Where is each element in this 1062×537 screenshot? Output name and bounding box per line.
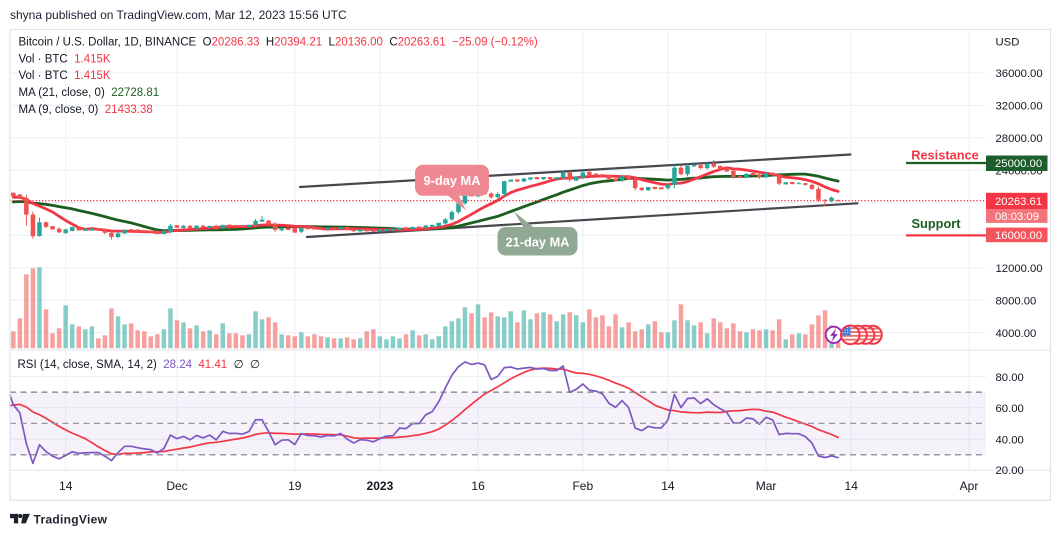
svg-text:20.00: 20.00: [996, 465, 1024, 477]
svg-text:60.00: 60.00: [996, 403, 1024, 415]
svg-text:80.00: 80.00: [996, 372, 1024, 384]
svg-text:9-day MA: 9-day MA: [424, 173, 481, 188]
svg-text:Resistance: Resistance: [911, 147, 979, 162]
svg-text:TradingView: TradingView: [34, 513, 108, 527]
svg-text:Vol · BTC 1.415K: Vol · BTC 1.415K: [19, 54, 111, 66]
svg-text:08:03:09: 08:03:09: [995, 211, 1039, 223]
svg-text:2023: 2023: [367, 479, 394, 493]
svg-text:Dec: Dec: [166, 479, 187, 493]
svg-text:12000.00: 12000.00: [996, 263, 1043, 275]
svg-text:Bitcoin / U.S. Dollar, 1D, BIN: Bitcoin / U.S. Dollar, 1D, BINANCE O2028…: [19, 37, 538, 49]
svg-text:8000.00: 8000.00: [996, 295, 1037, 307]
svg-text:16: 16: [471, 479, 485, 493]
svg-text:Vol · BTC 1.415K: Vol · BTC 1.415K: [19, 70, 111, 82]
svg-text:16000.00: 16000.00: [995, 230, 1042, 242]
svg-text:RSI (14, close, SMA, 14, 2) 2: RSI (14, close, SMA, 14, 2) 28.24 41.41 …: [18, 359, 261, 371]
svg-text:28000.00: 28000.00: [996, 133, 1043, 145]
svg-text:Apr: Apr: [960, 479, 979, 493]
svg-text:Mar: Mar: [756, 479, 777, 493]
svg-text:25000.00: 25000.00: [995, 158, 1042, 170]
svg-text:14: 14: [661, 479, 675, 493]
svg-text:USD: USD: [996, 36, 1020, 48]
svg-text:36000.00: 36000.00: [996, 68, 1043, 80]
svg-text:4000.00: 4000.00: [996, 328, 1037, 340]
svg-text:shyna published on TradingView: shyna published on TradingView.com, Mar …: [10, 8, 347, 22]
svg-text:MA (9, close, 0) 21433.38: MA (9, close, 0) 21433.38: [19, 104, 153, 116]
svg-text:20263.61: 20263.61: [995, 196, 1042, 208]
svg-text:40.00: 40.00: [996, 434, 1024, 446]
svg-text:Support: Support: [911, 216, 961, 231]
svg-text:Feb: Feb: [572, 479, 593, 493]
svg-text:14: 14: [845, 479, 859, 493]
svg-text:14: 14: [59, 479, 73, 493]
svg-text:MA (21, close, 0) 22728.81: MA (21, close, 0) 22728.81: [19, 87, 160, 99]
svg-text:32000.00: 32000.00: [996, 101, 1043, 113]
svg-text:21-day MA: 21-day MA: [505, 235, 569, 250]
svg-text:19: 19: [288, 479, 302, 493]
